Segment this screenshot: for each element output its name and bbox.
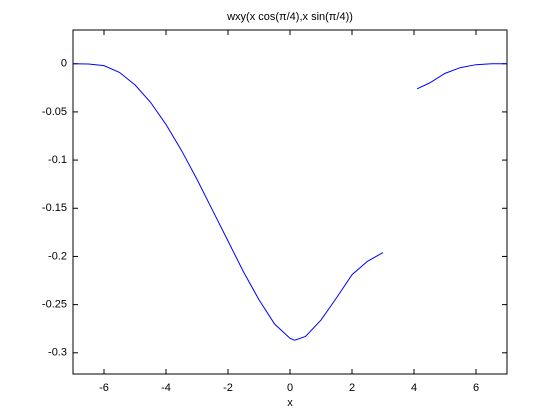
x-axis-label: x <box>287 397 293 409</box>
x-tick-label: -2 <box>223 382 233 394</box>
y-tick-label: -0.2 <box>48 250 67 262</box>
x-tick-label: 0 <box>287 382 293 394</box>
y-tick-label: -0.3 <box>48 347 67 359</box>
y-tick-label: -0.15 <box>42 202 67 214</box>
chart-title: wxy(x cos(π/4),x sin(π/4)) <box>226 11 353 23</box>
y-tick-label: 0 <box>61 58 67 70</box>
y-tick-label: -0.1 <box>48 154 67 166</box>
x-tick-label: 2 <box>349 382 355 394</box>
x-tick-label: 4 <box>411 382 417 394</box>
x-tick-label: 6 <box>473 382 479 394</box>
x-tick-label: -6 <box>99 382 109 394</box>
data-line <box>72 63 507 341</box>
axes-box <box>72 29 508 375</box>
y-tick-label: -0.05 <box>42 106 67 118</box>
y-tick-label: -0.25 <box>42 299 67 311</box>
x-tick-label: -4 <box>161 382 171 394</box>
